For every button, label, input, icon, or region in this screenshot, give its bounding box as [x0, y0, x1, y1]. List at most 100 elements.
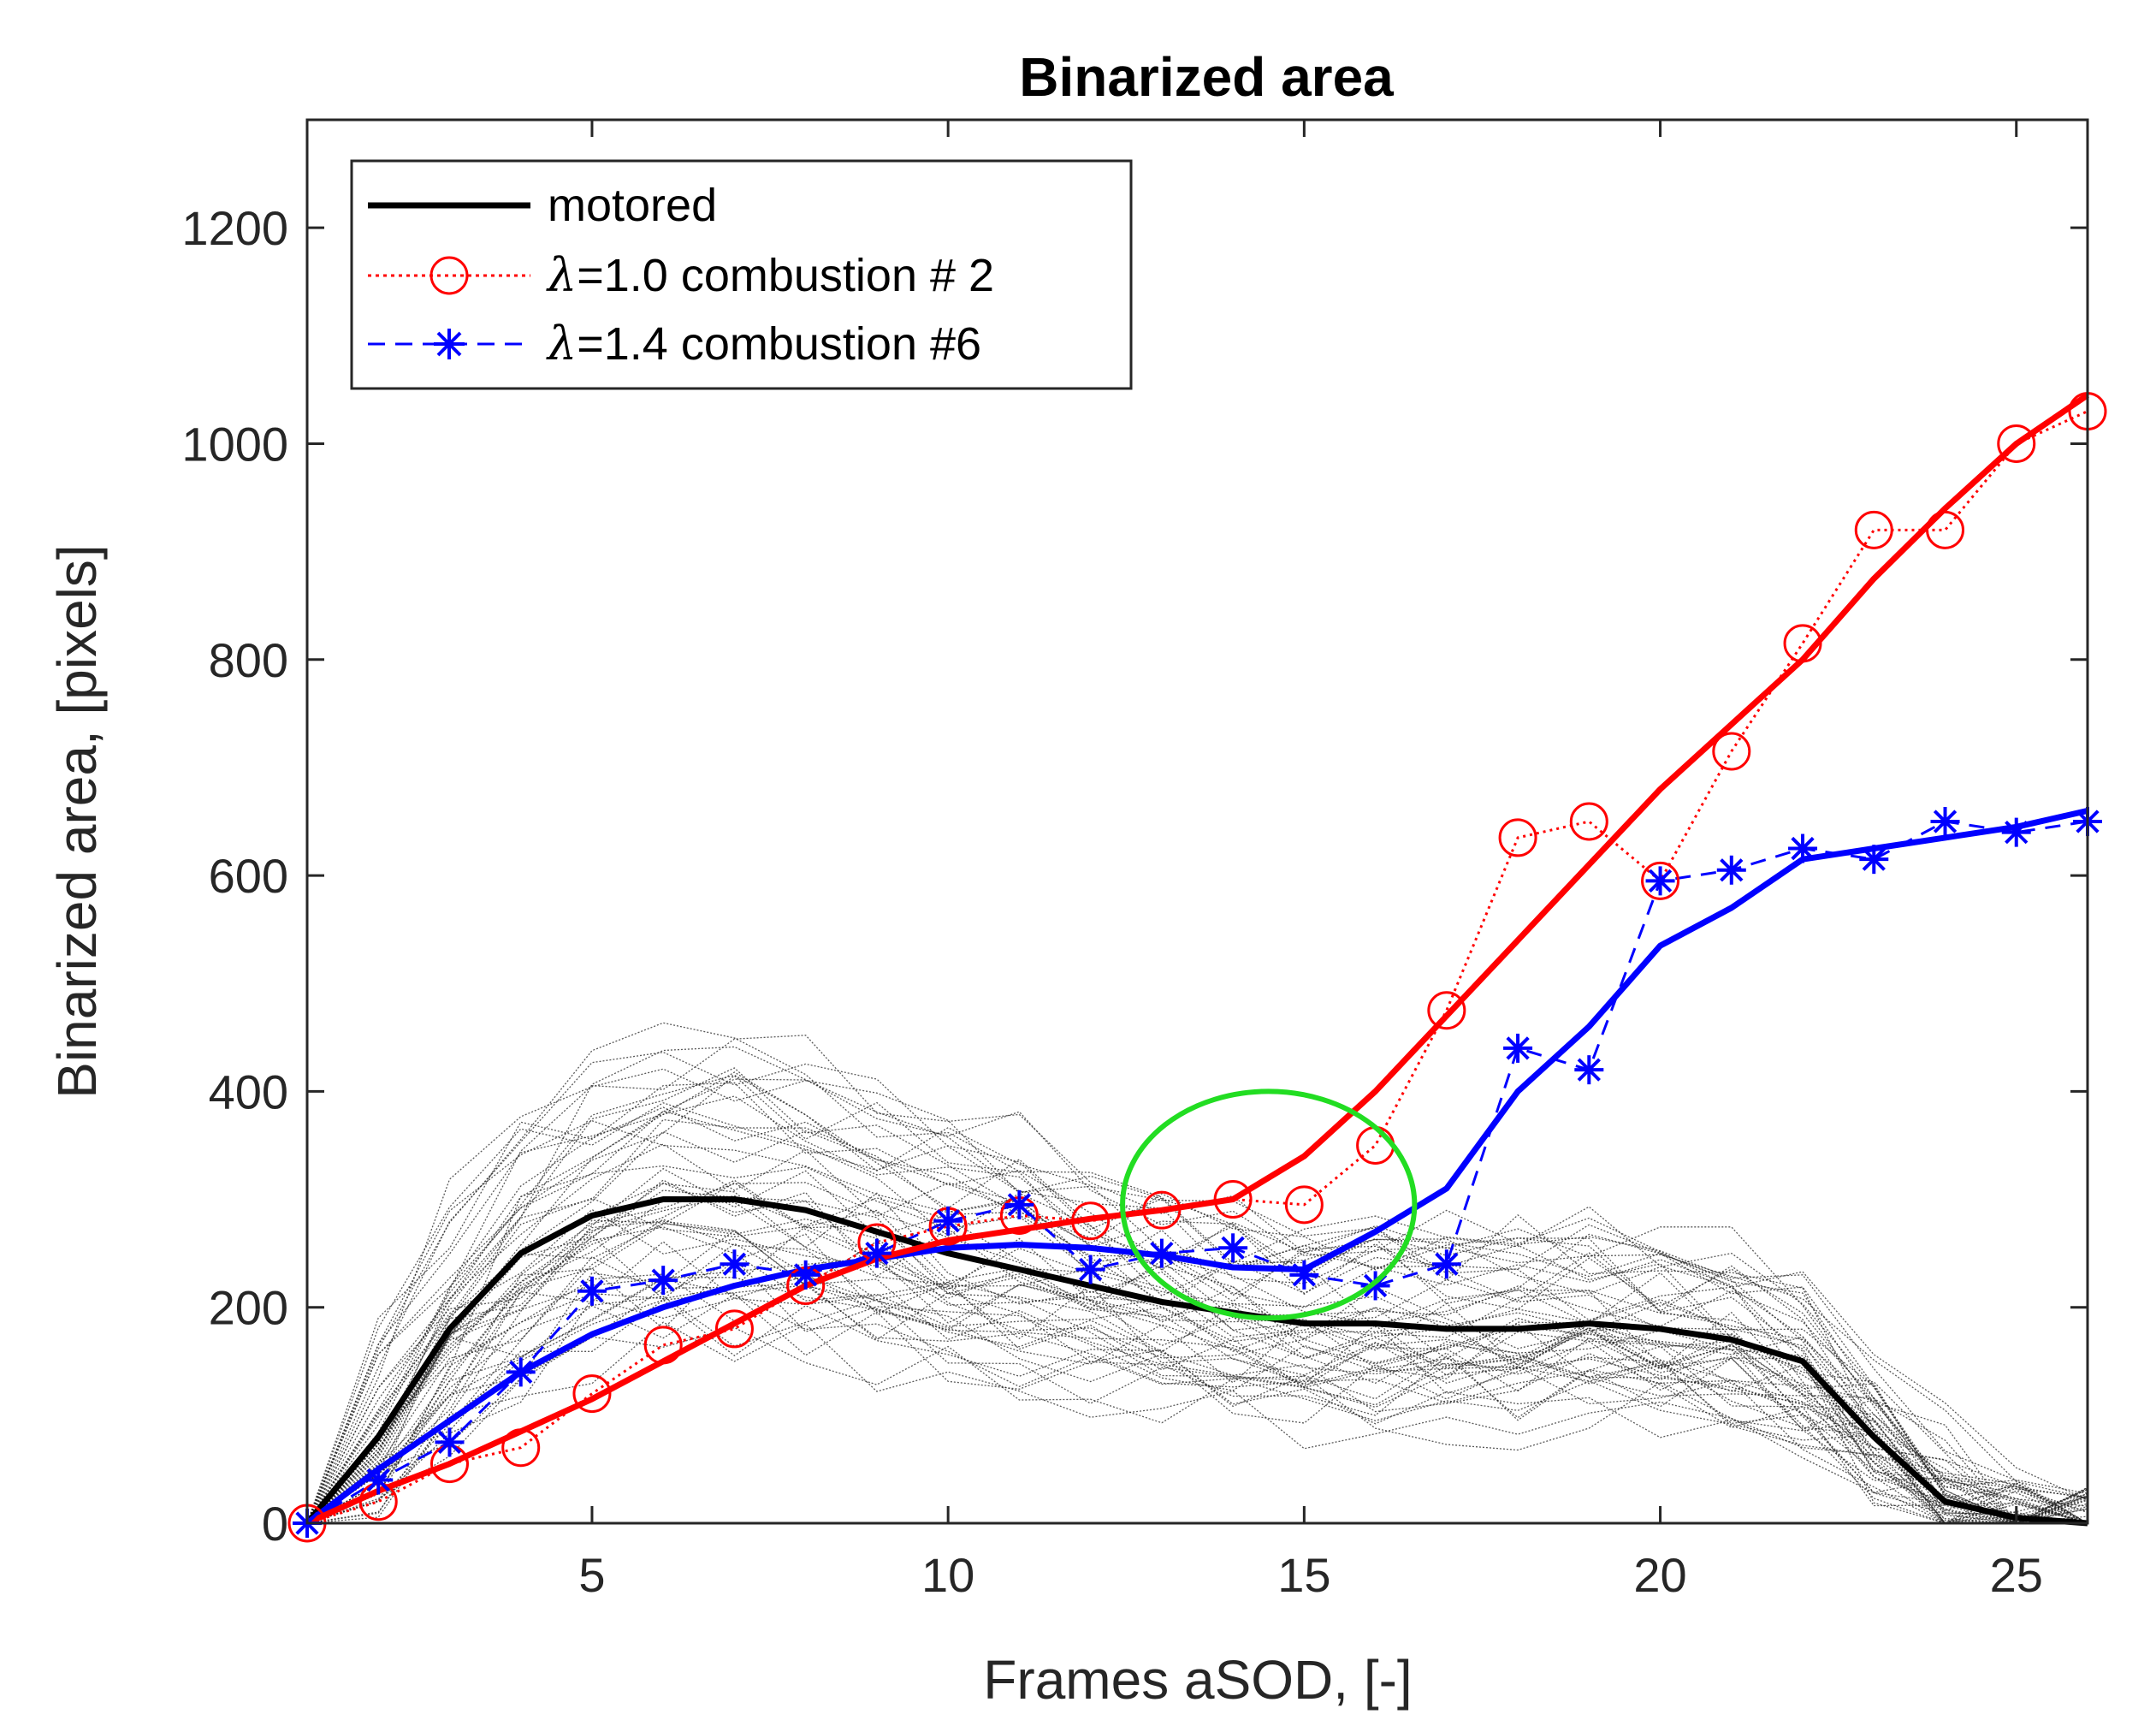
highlight-layer — [1120, 1088, 1418, 1321]
lambda10-point — [1783, 624, 1822, 663]
axes-box — [305, 118, 2089, 1525]
motored-trace-line — [306, 1046, 2088, 1524]
lambda14-point — [1503, 1033, 1533, 1063]
series-layer — [305, 392, 2089, 1527]
motored-trace-line — [306, 1257, 2088, 1524]
legend-lambda10-marker — [429, 256, 469, 295]
legend-lambda14-prefix: λ — [546, 317, 577, 371]
motored-trace-line — [306, 1167, 2088, 1524]
lambda14-point — [1075, 1255, 1105, 1284]
y-axis-label: Binarized area, [pixels] — [46, 544, 108, 1098]
lambda14-point — [1930, 807, 1960, 836]
legend-motored-text: motored — [548, 180, 717, 231]
legend-lambda10-label: λ=1.0 combustion # 2 — [546, 248, 994, 302]
x-tick-label: 15 — [1277, 1548, 1330, 1602]
motored-trace-line — [306, 1179, 2088, 1524]
lambda10-point — [1926, 510, 1965, 549]
lambda10-point — [1712, 732, 1751, 771]
motored-trace-line — [306, 1225, 2088, 1524]
motored-trace-line — [306, 1283, 2088, 1524]
chart-title: Binarized area — [1019, 46, 1394, 108]
x-tick-label: 10 — [921, 1548, 974, 1602]
motored-trace-line — [306, 1119, 2088, 1524]
lambda10-point — [572, 1374, 612, 1414]
lambda10-point — [1854, 510, 1893, 549]
lambda14-point — [649, 1266, 678, 1296]
lambda10-point — [1071, 1201, 1111, 1241]
y-tick-label: 400 — [209, 1065, 288, 1118]
legend-box — [350, 159, 1133, 390]
y-tick-label: 800 — [209, 633, 288, 687]
motored-trace-line — [306, 1078, 2088, 1524]
motored-trace-line — [306, 1143, 2088, 1524]
lambda10-point — [501, 1428, 541, 1468]
y-tick-label: 1200 — [181, 201, 288, 255]
motored-trace-line — [306, 1182, 2088, 1524]
lambda10-point — [643, 1326, 683, 1365]
y-tick-label: 600 — [209, 849, 288, 903]
lambda14-point — [435, 1427, 465, 1457]
motored-trace-line — [306, 1229, 2088, 1524]
motored-trace-line — [306, 1051, 2088, 1524]
lambda14-point — [1431, 1249, 1461, 1279]
lambda14-point — [933, 1206, 963, 1236]
motored-mean-line — [305, 1196, 2088, 1527]
lambda14-point — [1004, 1189, 1034, 1219]
lambda14-smooth-line — [305, 807, 2088, 1526]
lambda10-point — [1498, 818, 1537, 857]
y-tick-label: 0 — [262, 1497, 288, 1551]
motored-trace-line — [306, 1321, 2088, 1524]
motored-trace-line — [306, 1277, 2088, 1524]
motored-trace-line — [306, 1235, 2088, 1524]
x-tick-label: 20 — [1633, 1548, 1686, 1602]
motored-trace-line — [306, 1226, 2088, 1524]
lambda10-point — [1427, 991, 1466, 1030]
lambda10-point — [1142, 1190, 1182, 1230]
motored-cycle-traces — [306, 1022, 2088, 1524]
motored-trace-line — [306, 1110, 2088, 1524]
lambda14-point — [862, 1238, 891, 1268]
motored-trace-line — [306, 1197, 2088, 1524]
motored-trace-line — [306, 1189, 2088, 1524]
y-tick-label: 200 — [209, 1281, 288, 1335]
lambda10-point — [1569, 802, 1608, 841]
legend-motored-label: motored — [548, 180, 717, 231]
lambda10-point — [714, 1309, 754, 1349]
lambda14-point — [1218, 1233, 1248, 1263]
lambda14-point — [364, 1465, 394, 1495]
motored-trace-line — [306, 1233, 2088, 1524]
motored-trace-line — [306, 1258, 2088, 1524]
lambda14-point — [1859, 845, 1889, 875]
lambda14-point — [1716, 855, 1746, 885]
lambda14-point — [1574, 1055, 1604, 1085]
motored-trace-line — [306, 1273, 2088, 1524]
motored-trace-line — [306, 1278, 2088, 1524]
motored-trace-line — [306, 1192, 2088, 1524]
lambda14-point — [1645, 866, 1675, 896]
lambda14-point — [720, 1249, 749, 1279]
x-tick-label: 25 — [1990, 1548, 2043, 1602]
motored-trace-line — [306, 1223, 2088, 1524]
motored-trace-line — [306, 1326, 2088, 1524]
motored-trace-line — [306, 1179, 2088, 1524]
marker-layer — [287, 392, 2107, 1543]
motored-trace-line — [306, 1068, 2088, 1524]
motored-trace-line — [306, 1075, 2088, 1524]
axes-layer — [305, 118, 2089, 1525]
lambda14-point — [1788, 833, 1818, 863]
legend-lambda10-text: =1.0 combustion # 2 — [577, 250, 994, 301]
lambda14-point — [791, 1260, 820, 1290]
lambda14-point — [1289, 1260, 1319, 1290]
legend-lambda14-marker — [434, 329, 465, 359]
lambda14-point — [577, 1276, 607, 1306]
lambda14-point — [2001, 817, 2031, 847]
legend-lambda10-prefix: λ — [546, 248, 577, 302]
legend-lambda14-text: =1.4 combustion #6 — [577, 318, 981, 370]
x-axis-label: Frames aSOD, [-] — [983, 1649, 1412, 1711]
motored-trace-line — [306, 1182, 2088, 1524]
legend-lambda14-label: λ=1.4 combustion #6 — [546, 317, 981, 371]
tick-layer: 5 10 15 20 25 0 200 400 600 800 1000 1200 — [181, 120, 2088, 1602]
highlight-ellipse — [1120, 1088, 1418, 1321]
lambda10-point — [1213, 1180, 1253, 1219]
